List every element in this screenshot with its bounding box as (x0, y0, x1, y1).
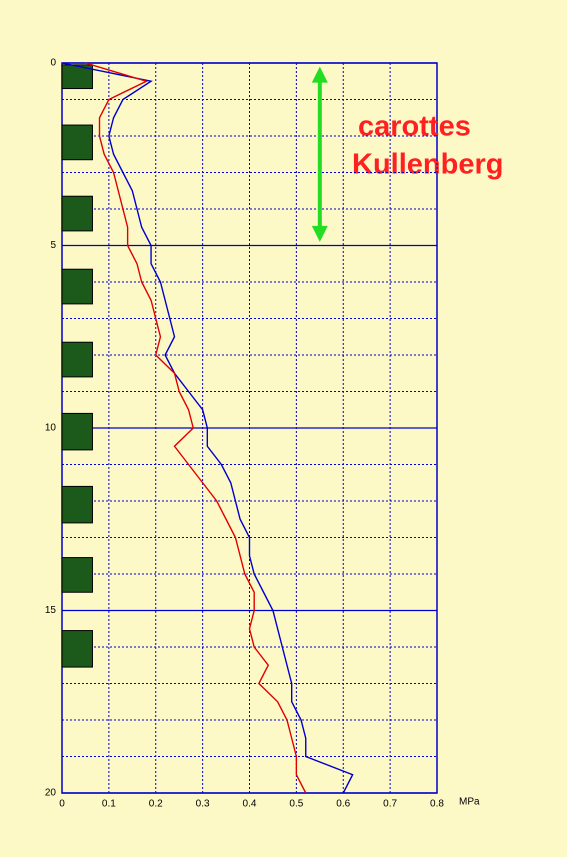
core-sample (61, 64, 93, 90)
core-sample (61, 412, 93, 451)
x-tick-label: 0.4 (243, 799, 257, 810)
core-sample (61, 630, 93, 668)
y-tick-label: 15 (45, 605, 57, 616)
arrow-head (311, 66, 328, 83)
series-line (85, 62, 307, 794)
core-sample (61, 268, 93, 305)
core-sample (61, 124, 93, 161)
x-tick-label: 0 (59, 799, 65, 810)
core-sample (61, 195, 93, 232)
x-tick-label: 0.7 (383, 799, 397, 810)
x-axis-label: MPa (459, 797, 480, 808)
x-tick-label: 0.3 (196, 799, 210, 810)
y-tick-label: 5 (50, 240, 56, 251)
x-tick-label: 0.5 (289, 799, 303, 810)
y-tick-label: 20 (45, 788, 57, 799)
annotation: carottes (358, 111, 471, 143)
core-sample (61, 341, 93, 378)
x-tick-label: 0.6 (336, 799, 350, 810)
core-sample (61, 485, 93, 524)
annotation: Kullenberg (352, 149, 503, 181)
y-tick-label: 10 (45, 423, 57, 434)
x-tick-label: 0.1 (102, 799, 116, 810)
series-line (61, 62, 354, 794)
x-tick-label: 0.2 (149, 799, 163, 810)
core-sample (61, 557, 93, 593)
arrow-head (311, 225, 328, 242)
x-tick-label: 0.8 (430, 799, 444, 810)
y-tick-label: 0 (50, 58, 56, 69)
